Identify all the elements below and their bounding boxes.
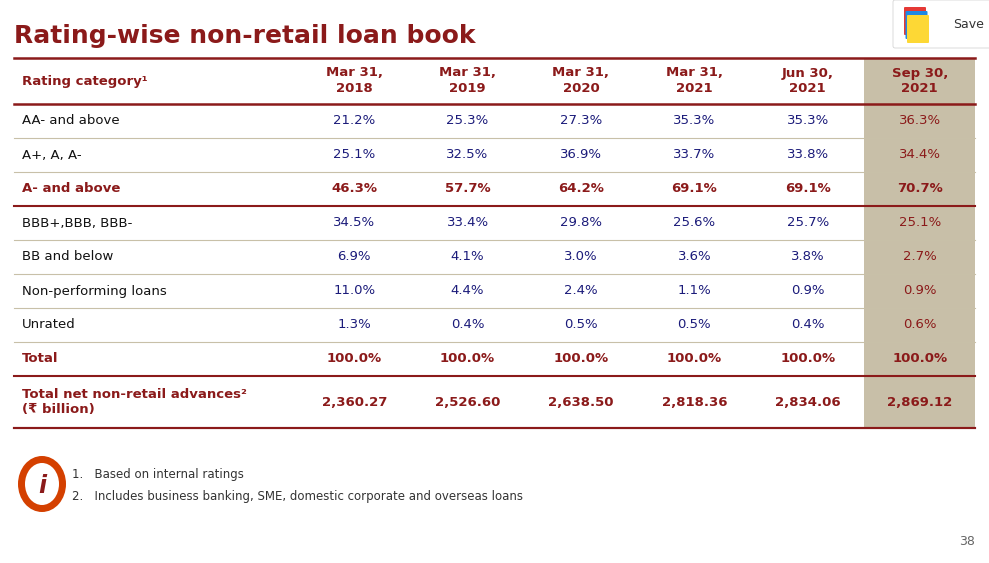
Text: 33.8%: 33.8% xyxy=(786,149,829,162)
Ellipse shape xyxy=(25,463,59,505)
Text: 25.3%: 25.3% xyxy=(446,114,489,127)
Text: 11.0%: 11.0% xyxy=(333,284,375,297)
Text: 29.8%: 29.8% xyxy=(560,217,602,230)
Bar xyxy=(864,206,975,240)
Text: 1.1%: 1.1% xyxy=(677,284,711,297)
Text: 0.5%: 0.5% xyxy=(677,319,711,332)
Text: i: i xyxy=(38,474,46,498)
Text: Jun 30,
2021: Jun 30, 2021 xyxy=(781,66,834,96)
Text: 64.2%: 64.2% xyxy=(558,182,604,195)
Bar xyxy=(864,172,975,206)
Text: 0.9%: 0.9% xyxy=(903,284,937,297)
Text: Save: Save xyxy=(953,17,984,30)
Text: 33.4%: 33.4% xyxy=(446,217,489,230)
Text: 3.6%: 3.6% xyxy=(677,251,711,263)
Text: 36.3%: 36.3% xyxy=(899,114,941,127)
Text: 69.1%: 69.1% xyxy=(785,182,831,195)
Text: 1.   Based on internal ratings: 1. Based on internal ratings xyxy=(72,468,244,481)
Text: 33.7%: 33.7% xyxy=(674,149,715,162)
Text: 21.2%: 21.2% xyxy=(333,114,375,127)
Text: 35.3%: 35.3% xyxy=(786,114,829,127)
Text: 27.3%: 27.3% xyxy=(560,114,602,127)
Text: A+, A, A-: A+, A, A- xyxy=(22,149,82,162)
Text: Mar 31,
2018: Mar 31, 2018 xyxy=(325,66,383,96)
Text: Mar 31,
2021: Mar 31, 2021 xyxy=(666,66,723,96)
Text: Rating-wise non-retail loan book: Rating-wise non-retail loan book xyxy=(14,24,476,48)
Text: 32.5%: 32.5% xyxy=(446,149,489,162)
Bar xyxy=(864,308,975,342)
Text: 100.0%: 100.0% xyxy=(554,352,608,365)
Bar xyxy=(864,240,975,274)
Text: 34.4%: 34.4% xyxy=(899,149,941,162)
FancyBboxPatch shape xyxy=(907,15,929,43)
Text: 3.0%: 3.0% xyxy=(564,251,597,263)
Text: 4.4%: 4.4% xyxy=(451,284,485,297)
Text: Total net non-retail advances²
(₹ billion): Total net non-retail advances² (₹ billio… xyxy=(22,388,247,416)
Bar xyxy=(864,342,975,376)
Text: 2.7%: 2.7% xyxy=(903,251,937,263)
Text: 100.0%: 100.0% xyxy=(780,352,836,365)
Text: 2,834.06: 2,834.06 xyxy=(775,395,841,409)
Text: 36.9%: 36.9% xyxy=(560,149,602,162)
Text: Unrated: Unrated xyxy=(22,319,76,332)
Text: Non-performing loans: Non-performing loans xyxy=(22,284,167,297)
Text: 100.0%: 100.0% xyxy=(667,352,722,365)
Text: A- and above: A- and above xyxy=(22,182,121,195)
Text: Rating category¹: Rating category¹ xyxy=(22,74,147,87)
Text: 46.3%: 46.3% xyxy=(331,182,377,195)
Text: 70.7%: 70.7% xyxy=(897,182,943,195)
Text: BB and below: BB and below xyxy=(22,251,114,263)
Bar xyxy=(864,104,975,138)
Text: 2.   Includes business banking, SME, domestic corporate and overseas loans: 2. Includes business banking, SME, domes… xyxy=(72,490,523,503)
Text: 0.6%: 0.6% xyxy=(903,319,937,332)
Text: Total: Total xyxy=(22,352,58,365)
Text: 57.7%: 57.7% xyxy=(445,182,491,195)
Text: Mar 31,
2019: Mar 31, 2019 xyxy=(439,66,496,96)
Bar xyxy=(864,376,975,428)
Text: 38: 38 xyxy=(959,535,975,548)
Text: 0.9%: 0.9% xyxy=(791,284,825,297)
Text: 2,818.36: 2,818.36 xyxy=(662,395,727,409)
Text: 0.5%: 0.5% xyxy=(564,319,597,332)
Bar xyxy=(864,138,975,172)
Text: Sep 30,
2021: Sep 30, 2021 xyxy=(891,66,947,96)
Text: 6.9%: 6.9% xyxy=(337,251,371,263)
Text: Mar 31,
2020: Mar 31, 2020 xyxy=(553,66,609,96)
Text: 100.0%: 100.0% xyxy=(326,352,382,365)
FancyBboxPatch shape xyxy=(906,11,928,39)
Text: BBB+,BBB, BBB-: BBB+,BBB, BBB- xyxy=(22,217,133,230)
FancyBboxPatch shape xyxy=(904,7,926,35)
Text: 2,638.50: 2,638.50 xyxy=(548,395,614,409)
Text: 35.3%: 35.3% xyxy=(674,114,715,127)
Text: 69.1%: 69.1% xyxy=(672,182,717,195)
Text: 100.0%: 100.0% xyxy=(440,352,495,365)
Text: 1.3%: 1.3% xyxy=(337,319,371,332)
Text: AA- and above: AA- and above xyxy=(22,114,120,127)
FancyBboxPatch shape xyxy=(893,0,989,48)
Ellipse shape xyxy=(18,456,66,512)
Bar xyxy=(864,274,975,308)
Text: 2,869.12: 2,869.12 xyxy=(887,395,952,409)
Text: 2,526.60: 2,526.60 xyxy=(435,395,500,409)
Bar xyxy=(864,58,975,104)
Text: 3.8%: 3.8% xyxy=(791,251,825,263)
Text: 2,360.27: 2,360.27 xyxy=(321,395,387,409)
Text: 0.4%: 0.4% xyxy=(791,319,825,332)
Text: 0.4%: 0.4% xyxy=(451,319,485,332)
Text: 34.5%: 34.5% xyxy=(333,217,375,230)
Text: 25.6%: 25.6% xyxy=(674,217,715,230)
Text: 25.1%: 25.1% xyxy=(333,149,375,162)
Text: 4.1%: 4.1% xyxy=(451,251,485,263)
Text: 2.4%: 2.4% xyxy=(564,284,597,297)
Text: 25.7%: 25.7% xyxy=(786,217,829,230)
Text: 100.0%: 100.0% xyxy=(892,352,947,365)
Text: 25.1%: 25.1% xyxy=(899,217,941,230)
